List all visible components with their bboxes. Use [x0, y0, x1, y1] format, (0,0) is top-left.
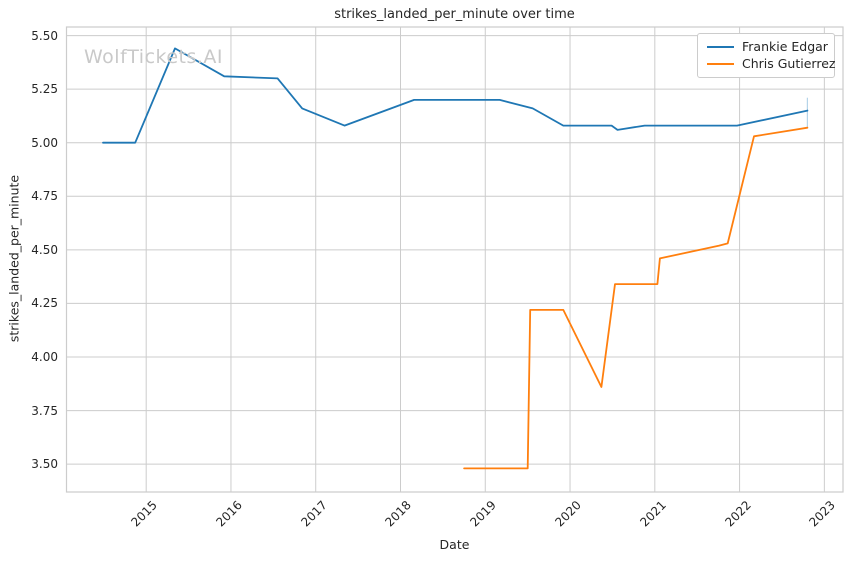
- y-tick-label: 4.50: [31, 242, 58, 257]
- y-tick-label: 4.25: [31, 296, 58, 311]
- axes-frame: [65, 26, 844, 493]
- series-line: [463, 126, 809, 470]
- legend: Frankie Edgar Chris Gutierrez: [697, 33, 835, 78]
- watermark: WolfTickets.AI: [84, 46, 224, 68]
- legend-label: Frankie Edgar: [742, 39, 828, 54]
- legend-label: Chris Gutierrez: [742, 56, 836, 71]
- legend-line-sample-icon: [707, 45, 734, 48]
- x-axis-label: Date: [439, 537, 470, 552]
- y-tick-label: 3.50: [31, 457, 58, 472]
- y-tick-label: 5.25: [31, 82, 58, 97]
- legend-line-sample-icon: [707, 62, 734, 65]
- legend-item: Chris Gutierrez: [707, 55, 835, 72]
- y-tick-label: 4.00: [31, 350, 58, 364]
- y-tick-label: 3.75: [31, 403, 58, 418]
- series-line: [102, 47, 809, 144]
- y-tick-label: 5.50: [31, 28, 58, 43]
- y-tick-label: 5.00: [31, 135, 58, 150]
- y-tick-label: 4.75: [31, 189, 58, 204]
- chart-title: strikes_landed_per_minute over time: [334, 7, 575, 22]
- legend-item: Frankie Edgar: [707, 38, 828, 55]
- y-axis-label: strikes_landed_per_minute: [6, 174, 22, 343]
